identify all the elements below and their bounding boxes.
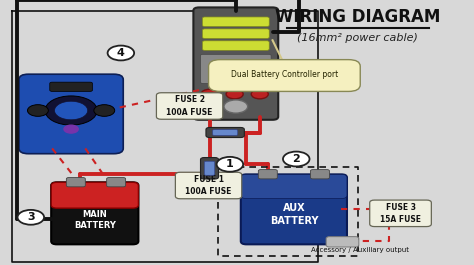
Text: 1: 1 [226, 159, 234, 169]
Text: 2: 2 [292, 154, 300, 164]
Circle shape [45, 96, 97, 125]
FancyBboxPatch shape [156, 93, 223, 119]
FancyBboxPatch shape [212, 130, 237, 135]
FancyBboxPatch shape [201, 54, 271, 83]
FancyBboxPatch shape [202, 41, 269, 50]
Text: WIRING DIAGRAM: WIRING DIAGRAM [275, 8, 440, 26]
FancyBboxPatch shape [209, 60, 360, 91]
FancyBboxPatch shape [206, 127, 245, 138]
Circle shape [226, 89, 243, 99]
FancyBboxPatch shape [51, 182, 138, 244]
Text: FUSE 3
15A FUSE: FUSE 3 15A FUSE [380, 202, 421, 224]
FancyBboxPatch shape [310, 170, 329, 179]
Circle shape [18, 210, 44, 225]
Text: Dual Battery Controller port: Dual Battery Controller port [231, 70, 338, 79]
FancyBboxPatch shape [202, 17, 269, 26]
Circle shape [64, 125, 78, 133]
Text: 4: 4 [117, 48, 125, 58]
FancyBboxPatch shape [201, 157, 219, 179]
FancyBboxPatch shape [50, 82, 92, 91]
Text: MAIN
BATTERY: MAIN BATTERY [74, 210, 116, 230]
Circle shape [217, 157, 243, 172]
FancyBboxPatch shape [370, 200, 431, 227]
FancyBboxPatch shape [66, 178, 85, 187]
FancyBboxPatch shape [19, 74, 123, 154]
FancyBboxPatch shape [107, 178, 126, 187]
Text: Accessory / Auxiliary output: Accessory / Auxiliary output [311, 248, 409, 253]
FancyBboxPatch shape [193, 7, 278, 120]
FancyBboxPatch shape [202, 29, 269, 38]
FancyBboxPatch shape [326, 237, 359, 247]
Circle shape [55, 101, 88, 120]
Circle shape [251, 89, 268, 99]
Circle shape [283, 152, 310, 166]
Text: AUX
BATTERY: AUX BATTERY [270, 203, 318, 226]
FancyBboxPatch shape [258, 170, 277, 179]
FancyBboxPatch shape [175, 172, 242, 199]
Text: DUAL
BATTERY
CONTROLLER: DUAL BATTERY CONTROLLER [221, 62, 250, 76]
FancyBboxPatch shape [241, 174, 347, 244]
Text: FUSE 2
100A FUSE: FUSE 2 100A FUSE [166, 95, 213, 117]
Circle shape [224, 100, 247, 113]
Text: (16mm² power cable): (16mm² power cable) [297, 33, 419, 43]
Text: FUSE 1
100A FUSE: FUSE 1 100A FUSE [185, 175, 232, 196]
FancyBboxPatch shape [204, 161, 215, 175]
Circle shape [94, 105, 115, 116]
Text: 3: 3 [27, 212, 35, 222]
Circle shape [108, 46, 134, 60]
Circle shape [201, 89, 218, 99]
FancyBboxPatch shape [241, 174, 347, 198]
Circle shape [27, 105, 48, 116]
FancyBboxPatch shape [51, 182, 138, 208]
